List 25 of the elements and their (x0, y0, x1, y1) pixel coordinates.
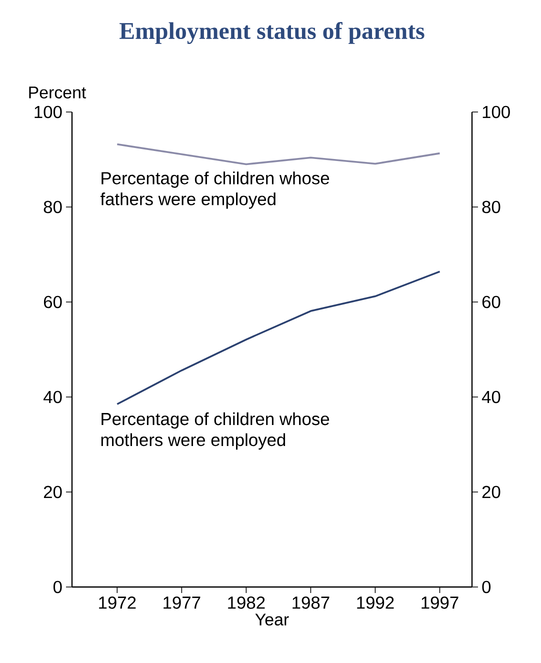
x-tick-label: 1992 (357, 596, 394, 609)
y2-tick-label: 60 (482, 296, 500, 308)
y2-tick-label: 20 (482, 486, 500, 498)
x-tick-label: 1987 (292, 596, 330, 609)
x-tick-label: 1982 (228, 596, 265, 609)
y-tick-label: 0 (53, 580, 62, 594)
series-label: Percentage of children whose fathers were employed (100, 172, 330, 209)
x-tick-label: 1977 (164, 596, 200, 609)
y-axis-title: Percent (29, 86, 86, 98)
x-axis-title: Year (255, 614, 289, 626)
y2-tick-label: 100 (482, 106, 510, 118)
y-tick-label: 20 (44, 486, 62, 498)
y-tick-label: 100 (34, 106, 62, 118)
chart-title: Employment status of parents (120, 22, 424, 44)
x-tick-label: 1997 (422, 596, 458, 609)
y-tick-label: 80 (44, 200, 62, 214)
y-tick-label: 60 (44, 296, 62, 308)
series-label: Percentage of children whose mothers were employed (101, 412, 330, 450)
y2-tick-label: 40 (482, 390, 500, 404)
y-tick-label: 40 (43, 390, 62, 404)
y2-tick-label: 0 (482, 580, 491, 594)
y2-tick-label: 80 (482, 200, 500, 214)
line-series (116, 143, 441, 166)
x-tick-label: 1972 (99, 596, 136, 609)
line-series (116, 270, 441, 406)
